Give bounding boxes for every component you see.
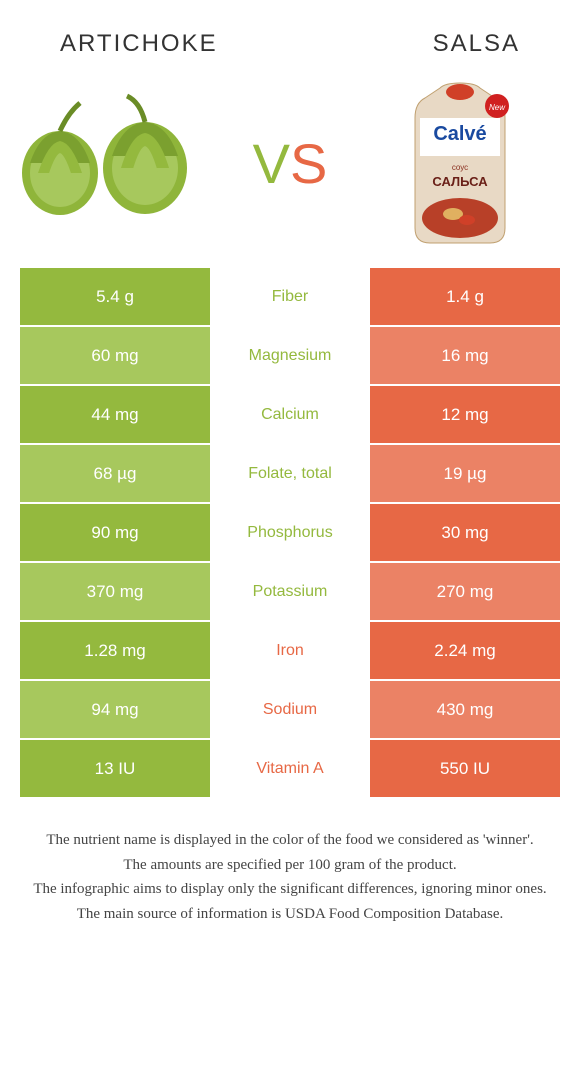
- title-left: ARTICHOKE: [60, 30, 218, 58]
- cell-right-value: 1.4 g: [370, 268, 560, 325]
- salsa-subtitle: соус: [452, 163, 468, 172]
- cell-left-value: 370 mg: [20, 563, 210, 620]
- cell-nutrient-label: Vitamin A: [210, 740, 370, 797]
- images-row: VS Calvé New соус САЛЬСА: [0, 78, 580, 268]
- table-row: 60 mgMagnesium16 mg: [20, 327, 560, 384]
- cell-right-value: 19 µg: [370, 445, 560, 502]
- nutrition-table: 5.4 gFiber1.4 g60 mgMagnesium16 mg44 mgC…: [0, 268, 580, 797]
- cell-right-value: 270 mg: [370, 563, 560, 620]
- cell-nutrient-label: Fiber: [210, 268, 370, 325]
- cell-nutrient-label: Phosphorus: [210, 504, 370, 561]
- table-row: 370 mgPotassium270 mg: [20, 563, 560, 620]
- salsa-product: САЛЬСА: [432, 174, 488, 189]
- artichoke-image: [20, 88, 220, 238]
- cell-right-value: 30 mg: [370, 504, 560, 561]
- cell-left-value: 1.28 mg: [20, 622, 210, 679]
- cell-nutrient-label: Iron: [210, 622, 370, 679]
- cell-right-value: 550 IU: [370, 740, 560, 797]
- footer-line-4: The main source of information is USDA F…: [20, 903, 560, 926]
- cell-nutrient-label: Potassium: [210, 563, 370, 620]
- cell-nutrient-label: Magnesium: [210, 327, 370, 384]
- cell-right-value: 12 mg: [370, 386, 560, 443]
- cell-right-value: 2.24 mg: [370, 622, 560, 679]
- footer-notes: The nutrient name is displayed in the co…: [0, 799, 580, 925]
- cell-left-value: 60 mg: [20, 327, 210, 384]
- cell-right-value: 430 mg: [370, 681, 560, 738]
- cell-left-value: 44 mg: [20, 386, 210, 443]
- table-row: 44 mgCalcium12 mg: [20, 386, 560, 443]
- vs-v: V: [253, 132, 290, 195]
- table-row: 13 IUVitamin A550 IU: [20, 740, 560, 797]
- footer-line-1: The nutrient name is displayed in the co…: [20, 829, 560, 852]
- cell-left-value: 68 µg: [20, 445, 210, 502]
- salsa-image: Calvé New соус САЛЬСА: [360, 88, 560, 238]
- vs-label: VS: [253, 131, 328, 196]
- cell-nutrient-label: Folate, total: [210, 445, 370, 502]
- vs-s: S: [290, 132, 327, 195]
- table-row: 94 mgSodium430 mg: [20, 681, 560, 738]
- salsa-brand: Calvé: [433, 123, 486, 145]
- table-row: 1.28 mgIron2.24 mg: [20, 622, 560, 679]
- cell-nutrient-label: Sodium: [210, 681, 370, 738]
- salsa-badge: New: [489, 103, 506, 112]
- table-row: 5.4 gFiber1.4 g: [20, 268, 560, 325]
- cell-left-value: 90 mg: [20, 504, 210, 561]
- footer-line-2: The amounts are specified per 100 gram o…: [20, 854, 560, 877]
- cell-nutrient-label: Calcium: [210, 386, 370, 443]
- table-row: 68 µgFolate, total19 µg: [20, 445, 560, 502]
- cell-left-value: 94 mg: [20, 681, 210, 738]
- cell-left-value: 13 IU: [20, 740, 210, 797]
- cell-right-value: 16 mg: [370, 327, 560, 384]
- header-row: ARTICHOKE SALSA: [0, 0, 580, 78]
- footer-line-3: The infographic aims to display only the…: [20, 878, 560, 901]
- table-row: 90 mgPhosphorus30 mg: [20, 504, 560, 561]
- title-right: SALSA: [433, 30, 520, 58]
- cell-left-value: 5.4 g: [20, 268, 210, 325]
